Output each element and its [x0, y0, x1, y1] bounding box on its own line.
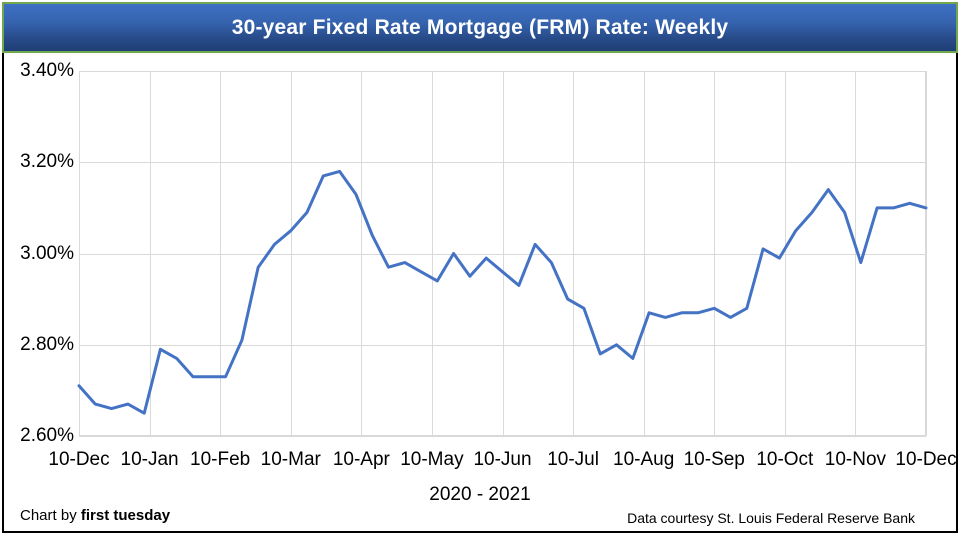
y-tick-label: 3.40% [20, 60, 74, 81]
y-tick-label: 3.00% [20, 242, 74, 264]
x-tick-label: 10-Sep [683, 449, 745, 470]
x-tick-label: 10-Oct [756, 449, 814, 470]
data-source-credit: Data courtesy St. Louis Federal Reserve … [627, 510, 915, 526]
x-tick-label: 10-Dec [48, 449, 110, 470]
line-chart-plot-area [77, 71, 928, 437]
x-tick-label: 10-Apr [332, 449, 390, 470]
first-tuesday-brand: first tuesday [80, 507, 171, 524]
x-axis-period-label: 2020 - 2021 [429, 484, 531, 505]
plot-border [79, 71, 926, 436]
x-tick-label: 10-Nov [824, 449, 887, 470]
x-tick-label: 10-Feb [190, 449, 251, 470]
x-tick-label: 10-May [400, 449, 464, 470]
chart-author-credit: Chart by first tuesday [20, 507, 170, 524]
y-tick-label: 2.80% [20, 333, 74, 355]
chart-title: 30-year Fixed Rate Mortgage (FRM) Rate: … [231, 15, 729, 39]
x-tick-label: 10-Mar [260, 449, 321, 470]
chart-by-text: Chart by [20, 507, 81, 524]
x-tick-label: 10-Jun [473, 449, 532, 470]
x-tick-label: 10-Aug [613, 449, 675, 470]
y-tick-label: 3.20% [20, 151, 74, 173]
chart-frame [2, 2, 958, 533]
frm-rate-line-series [77, 169, 928, 415]
x-tick-label: 10-Jul [547, 449, 599, 470]
y-tick-label: 2.60% [20, 425, 74, 446]
chart-title-banner: 30-year Fixed Rate Mortgage (FRM) Rate: … [2, 2, 958, 53]
x-tick-label: 10-Jan [120, 449, 179, 470]
x-tick-label: 10-Dec [895, 449, 957, 470]
